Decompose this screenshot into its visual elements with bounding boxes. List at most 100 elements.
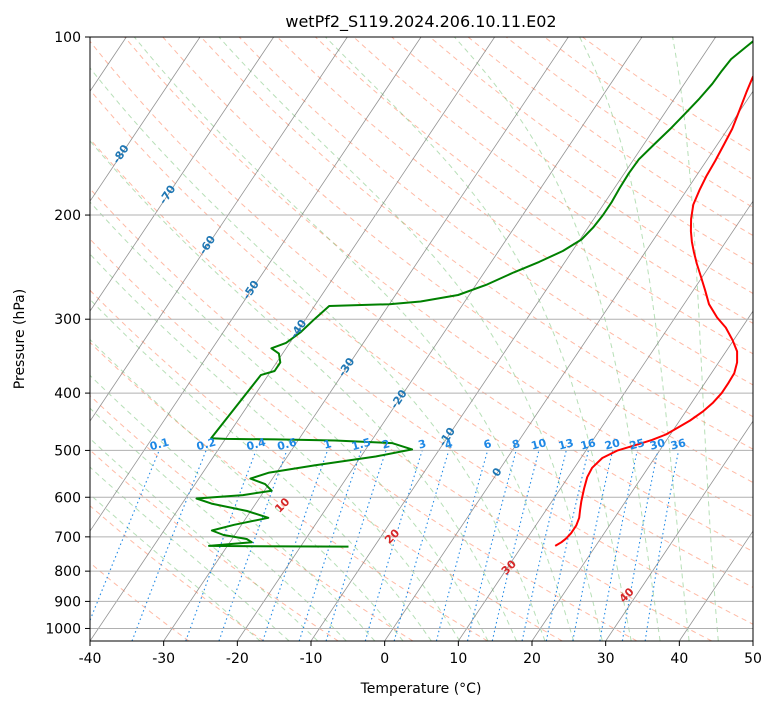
moist-adiabat: [90, 338, 404, 641]
mixing-ratio-label: 4: [443, 437, 454, 452]
mixing-ratio-label: 36: [669, 436, 687, 453]
mixing-ratio-label: 6: [482, 437, 493, 452]
dry-adiabat: [276, 37, 753, 386]
mixing-ratio-line: [131, 450, 207, 641]
x-tick-label: -10: [300, 651, 323, 667]
isotherm: [384, 90, 753, 641]
isotherm: [679, 530, 753, 641]
x-tick-label: 10: [449, 651, 467, 667]
dry-adiabat-label: 30: [499, 557, 519, 577]
mixing-ratio-label: 0.2: [195, 436, 217, 454]
y-tick-label: 800: [54, 564, 81, 580]
mixing-ratio-label: 8: [511, 437, 522, 452]
y-tick-label: 600: [54, 490, 81, 506]
dry-adiabat-label: 10: [272, 495, 292, 515]
mixing-ratio-line: [466, 450, 517, 641]
isotherm-label: 0: [490, 465, 505, 479]
x-tick-label: 50: [744, 651, 762, 667]
mixing-ratio-line: [325, 450, 387, 641]
isotherm: [90, 37, 422, 532]
x-tick-label: 20: [523, 651, 541, 667]
dry-adiabat: [90, 289, 563, 641]
plot-frame: [89, 36, 754, 642]
dry-adiabat: [90, 188, 712, 641]
pressure-gridlines: [90, 37, 753, 629]
x-axis-ticks: -40 -30 -20 -10 0 10 20 30 40 50: [79, 641, 762, 667]
mixing-ratio-line: [298, 450, 362, 641]
dewpoint-line: [195, 40, 753, 548]
mixing-ratio-label: 0.6: [276, 436, 299, 454]
x-tick-label: 0: [380, 651, 389, 667]
y-tick-label: 400: [54, 386, 81, 402]
isotherm-label: -30: [336, 355, 358, 379]
mixing-ratio-label: 0.1: [148, 436, 170, 454]
mixing-ratio-label: 2: [381, 437, 392, 452]
isotherm: [752, 640, 753, 641]
dry-adiabat: [429, 37, 753, 265]
mixing-ratio-label: 3: [417, 437, 428, 452]
isotherm-label: -80: [110, 142, 132, 166]
moist-adiabat: [218, 37, 603, 641]
mixing-ratio-label: 30: [648, 436, 666, 453]
isotherm: [163, 37, 569, 641]
isotherm-label: -90: [73, 88, 95, 112]
mixing-ratio-label: 10: [530, 436, 548, 453]
dry-adiabat: [90, 89, 753, 588]
mixing-ratio-label: 20: [603, 436, 621, 453]
moist-adiabat: [90, 437, 319, 641]
isotherm-label: -40: [288, 317, 310, 341]
x-tick-label: -30: [152, 651, 175, 667]
isotherm: [90, 37, 201, 202]
isotherm-label: -100: [31, 34, 57, 64]
moist-adiabat: [672, 37, 719, 641]
mixing-ratio-line: [364, 450, 423, 641]
chart-title: wetPf2_S119.2024.206.10.11.E02: [285, 12, 556, 32]
isotherm: [310, 37, 717, 641]
dry-adiabat: [353, 37, 753, 324]
isotherm-label: -70: [156, 183, 178, 207]
y-axis-ticks: 100 200 300 400 500 600 700 800 900 1000: [45, 30, 90, 637]
mixing-ratio-line: [262, 450, 329, 641]
dry-adiabat: [238, 37, 753, 418]
dry-adiabat: [162, 37, 753, 484]
isotherm: [531, 310, 753, 641]
x-axis-label: Temperature (°C): [360, 681, 482, 697]
mixing-ratio-label: 1.5: [350, 436, 372, 454]
isotherm: [458, 200, 753, 641]
moist-adiabat: [90, 374, 376, 641]
moist-adiabat: [579, 37, 690, 641]
y-tick-label: 1000: [45, 621, 81, 637]
dry-adiabat: [90, 238, 638, 641]
profile-series: [195, 40, 753, 548]
y-tick-label: 700: [54, 530, 81, 546]
temperature-line: [554, 74, 753, 547]
mixing-ratio-label: 1: [322, 437, 333, 452]
moist-adiabat: [325, 37, 632, 641]
mixing-ratio-label: 13: [557, 436, 575, 453]
mixing-ratio-label: 16: [579, 436, 597, 453]
isotherm: [90, 37, 348, 422]
moist-adiabat: [90, 407, 347, 641]
dry-adiabat: [90, 341, 488, 641]
moist-adiabat: [90, 298, 432, 641]
mixing-ratio-line: [393, 450, 450, 641]
mixing-ratio-label: 25: [628, 436, 646, 453]
mixing-ratio-line: [621, 450, 659, 641]
dry-adiabat: [90, 449, 339, 641]
x-tick-label: 40: [670, 651, 688, 667]
mixing-ratio-line: [435, 450, 489, 641]
moist-adiabat: [90, 67, 546, 641]
mixing-ratio-line: [90, 450, 160, 622]
x-tick-label: -40: [79, 651, 102, 667]
dry-adiabat: [391, 37, 753, 295]
moist-adiabat: [90, 201, 489, 641]
moist-adiabat: [90, 140, 517, 641]
dry-adiabat: [582, 37, 753, 154]
dry-adiabat: [90, 562, 190, 641]
mixing-ratio-line: [644, 450, 680, 641]
y-tick-label: 200: [54, 208, 81, 224]
y-axis-label: Pressure (hPa): [12, 289, 28, 389]
moist-adiabat: [90, 493, 261, 641]
x-tick-label: 30: [597, 651, 615, 667]
